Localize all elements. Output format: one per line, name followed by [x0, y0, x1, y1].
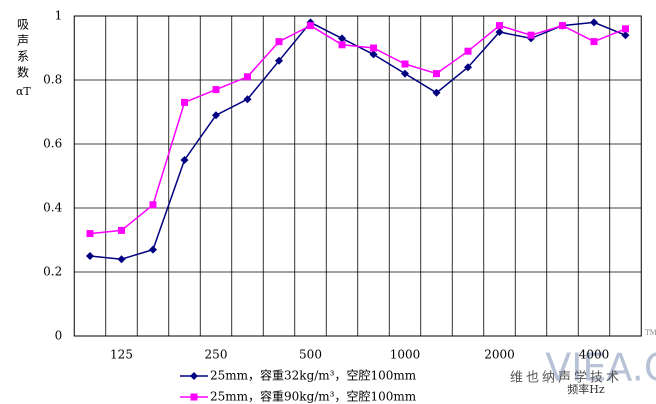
marker — [149, 201, 157, 209]
marker — [495, 28, 504, 36]
marker — [118, 226, 125, 234]
marker — [369, 50, 378, 59]
marker — [464, 63, 472, 72]
y-tick-label: 0.8 — [43, 73, 62, 87]
marker — [496, 22, 503, 30]
marker — [212, 111, 220, 120]
marker — [275, 56, 283, 65]
legend-label: 25mm，容重90kg/m³，空腔100mm — [210, 389, 417, 404]
x-tick-label: 4000 — [579, 348, 610, 362]
x-tick-label: 250 — [205, 348, 228, 362]
y-tick-label: 0.2 — [43, 265, 62, 279]
y-axis-symbol: αT — [16, 85, 31, 98]
x-tick-label: 125 — [110, 348, 133, 362]
legend-marker — [190, 393, 198, 401]
series-line — [89, 24, 626, 235]
marker — [86, 252, 94, 260]
marker — [149, 245, 157, 254]
marker — [621, 31, 630, 40]
marker — [464, 47, 472, 55]
x-tick-label: 2000 — [484, 348, 515, 362]
y-axis-label: 吸声系数 — [16, 18, 30, 82]
x-axis-label: 频率Hz — [567, 382, 605, 396]
marker — [622, 25, 629, 33]
marker — [180, 156, 189, 164]
legend-label: 25mm，容重32kg/m³，空腔100mm — [210, 368, 417, 383]
x-tick-label: 1000 — [390, 348, 421, 362]
watermark-sub: 维也纳声学技术 — [510, 370, 622, 386]
y-tick-label: 0.4 — [43, 201, 62, 215]
marker — [401, 69, 409, 78]
legend-marker — [190, 372, 198, 380]
marker — [117, 255, 126, 264]
marker — [527, 31, 535, 39]
marker — [243, 95, 252, 104]
marker — [338, 34, 346, 43]
y-tick-label: 1 — [55, 9, 63, 23]
watermark-mark: TM — [645, 329, 656, 337]
marker — [307, 22, 314, 30]
marker — [338, 41, 346, 49]
marker — [590, 18, 598, 27]
x-tick-label: 500 — [299, 348, 322, 362]
y-tick-label: 0.6 — [43, 137, 62, 151]
marker — [590, 38, 598, 46]
marker — [244, 73, 251, 81]
marker — [559, 22, 566, 30]
marker — [370, 44, 377, 52]
y-tick-label: 0 — [55, 329, 63, 343]
marker — [433, 70, 440, 78]
marker — [275, 38, 283, 46]
marker — [401, 60, 409, 68]
watermark: VIEA.CN — [545, 346, 656, 390]
marker — [86, 230, 94, 238]
marker — [181, 98, 188, 106]
marker — [432, 88, 441, 97]
marker — [212, 86, 220, 94]
